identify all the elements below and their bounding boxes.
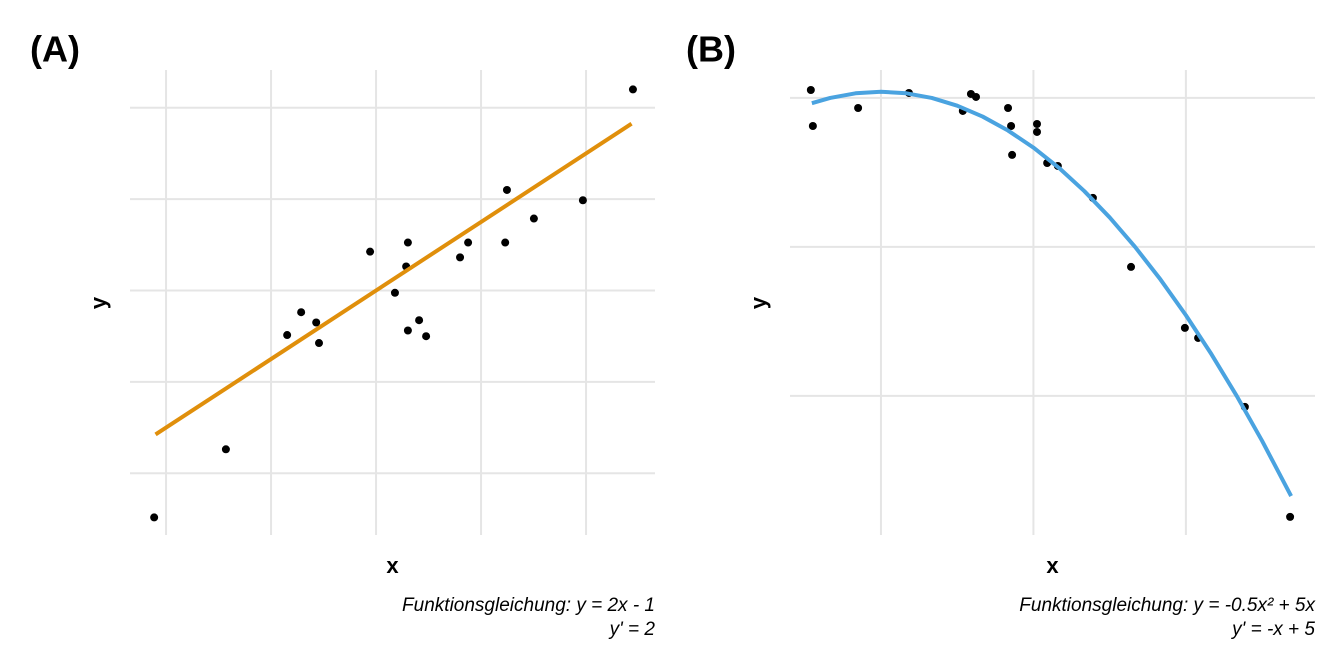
point bbox=[283, 331, 292, 340]
fit-line bbox=[811, 89, 1293, 497]
panel-label: (B) bbox=[686, 29, 736, 70]
x-axis-label: x bbox=[1046, 553, 1059, 578]
point bbox=[312, 318, 321, 327]
point bbox=[1180, 323, 1189, 332]
y-axis-label: y bbox=[86, 296, 111, 309]
point bbox=[529, 214, 538, 223]
point bbox=[502, 185, 511, 194]
point bbox=[297, 308, 306, 317]
point bbox=[1004, 103, 1013, 112]
point bbox=[464, 238, 473, 247]
point bbox=[422, 332, 431, 341]
point bbox=[456, 253, 465, 262]
fit-line bbox=[154, 122, 633, 437]
point bbox=[628, 85, 637, 94]
point bbox=[221, 445, 230, 454]
point bbox=[972, 92, 981, 101]
panel-label: (A) bbox=[30, 29, 80, 70]
point bbox=[403, 238, 412, 247]
point bbox=[315, 339, 323, 348]
point bbox=[1286, 512, 1295, 521]
point bbox=[366, 247, 375, 256]
point bbox=[806, 85, 815, 94]
caption: Funktionsgleichung: y = 2x - 1 bbox=[402, 595, 655, 616]
point bbox=[403, 326, 412, 335]
point bbox=[1032, 120, 1041, 129]
point bbox=[854, 103, 863, 112]
point bbox=[1008, 150, 1017, 159]
y-axis-label: y bbox=[746, 296, 771, 309]
caption: y' = -x + 5 bbox=[1230, 619, 1315, 640]
caption: y' = 2 bbox=[608, 619, 656, 640]
point bbox=[1127, 262, 1136, 271]
point bbox=[1032, 127, 1041, 136]
caption: Funktionsgleichung: y = -0.5x² + 5x bbox=[1019, 595, 1316, 616]
point bbox=[808, 121, 817, 130]
point bbox=[578, 196, 587, 205]
point bbox=[501, 238, 510, 247]
x-axis-label: x bbox=[386, 553, 399, 578]
point bbox=[150, 513, 159, 522]
point bbox=[415, 316, 424, 325]
point bbox=[390, 288, 399, 297]
point bbox=[1007, 121, 1016, 130]
